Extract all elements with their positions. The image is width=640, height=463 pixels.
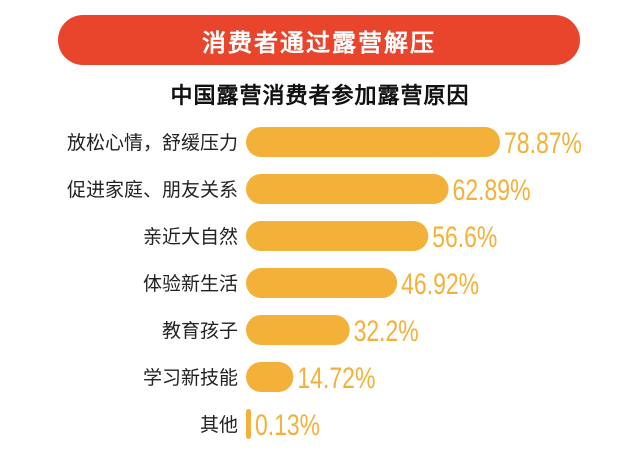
chart-subtitle: 中国露营消费者参加露营原因 bbox=[170, 84, 470, 109]
bar bbox=[246, 409, 251, 439]
category-label: 亲近大自然 bbox=[143, 226, 238, 248]
category-label: 放松心情，舒缓压力 bbox=[67, 132, 238, 154]
category-label: 促进家庭、朋友关系 bbox=[67, 179, 238, 201]
value-label: 56.6% bbox=[432, 221, 497, 254]
value-label: 0.13% bbox=[255, 409, 320, 442]
category-label: 体验新生活 bbox=[143, 273, 238, 295]
category-label: 其他 bbox=[200, 414, 238, 436]
bar bbox=[246, 362, 294, 392]
value-label: 32.2% bbox=[354, 315, 419, 348]
value-label: 78.87% bbox=[504, 127, 582, 160]
banner-title: 消费者通过露营解压 bbox=[202, 28, 436, 57]
title-banner: 消费者通过露营解压 bbox=[58, 15, 580, 65]
bar bbox=[246, 127, 500, 157]
category-label: 学习新技能 bbox=[143, 367, 238, 389]
value-label: 14.72% bbox=[297, 362, 375, 395]
bar bbox=[246, 315, 350, 345]
bar bbox=[246, 268, 398, 298]
bar bbox=[246, 174, 449, 204]
category-label: 教育孩子 bbox=[162, 320, 238, 342]
value-label: 46.92% bbox=[401, 268, 479, 301]
value-label: 62.89% bbox=[453, 174, 531, 207]
bar bbox=[246, 221, 429, 251]
